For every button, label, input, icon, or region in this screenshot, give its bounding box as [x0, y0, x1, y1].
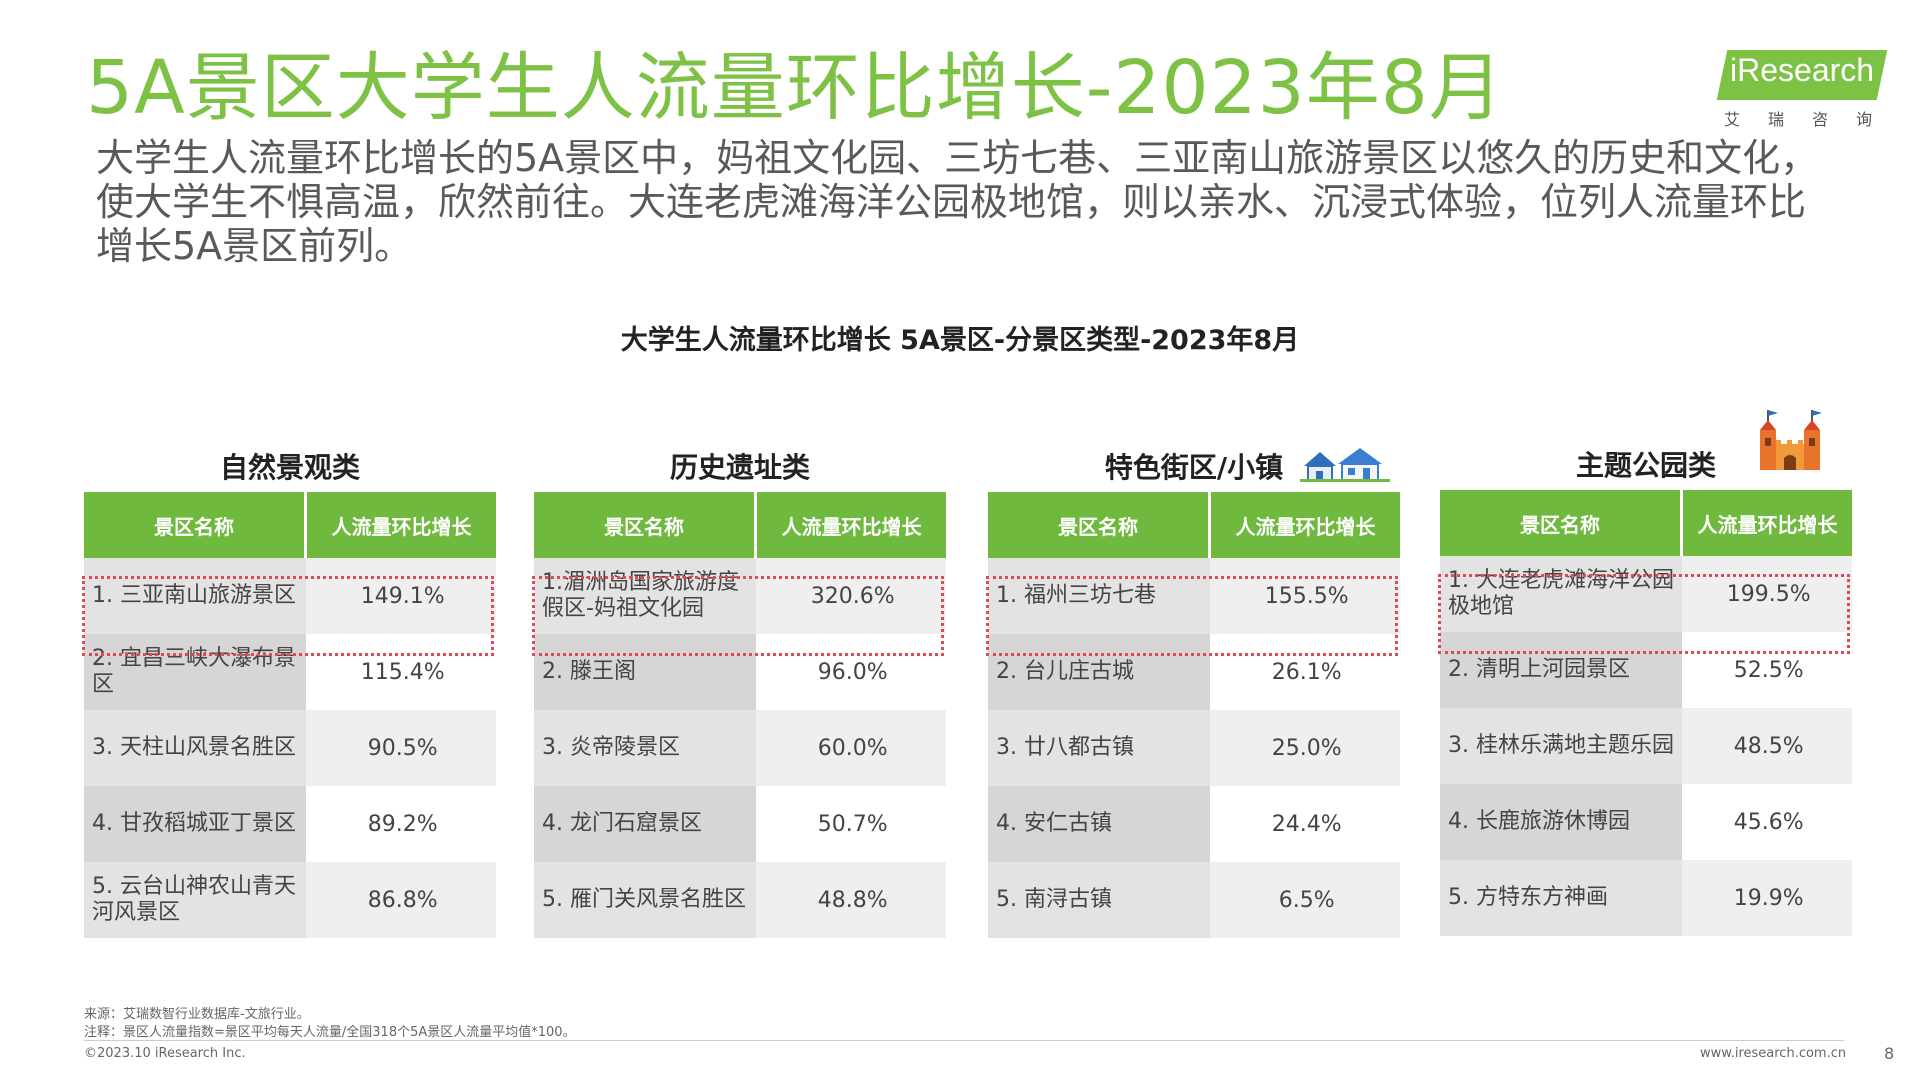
- table-row: 2. 台儿庄古城 26.1%: [988, 634, 1400, 710]
- col-header-name: 景区名称: [84, 492, 307, 558]
- row-value: 6.5%: [1209, 862, 1400, 938]
- copyright: ©2023.10 iResearch Inc.: [84, 1046, 246, 1061]
- row-value: 96.0%: [755, 634, 946, 710]
- table-row: 1.湄洲岛国家旅游度假区-妈祖文化园 320.6%: [534, 558, 946, 634]
- table-row: 4. 甘孜稻城亚丁景区 89.2%: [84, 786, 496, 862]
- col-header-name: 景区名称: [534, 492, 757, 558]
- col-header-growth: 人流量环比增长: [1681, 490, 1852, 556]
- row-name: 1. 三亚南山旅游景区: [84, 558, 306, 634]
- lead-paragraph: 大学生人流量环比增长的5A景区中，妈祖文化园、三坊七巷、三亚南山旅游景区以悠久的…: [96, 136, 1819, 268]
- footer-notes: 来源：艾瑞数智行业数据库-文旅行业。 注释：景区人流量指数=景区平均每天人流量/…: [84, 1006, 576, 1042]
- row-name: 4. 长鹿旅游休博园: [1440, 784, 1682, 860]
- table-row: 5. 云台山神农山青天河风景区 86.8%: [84, 862, 496, 938]
- row-name: 4. 甘孜稻城亚丁景区: [84, 786, 306, 862]
- row-name: 1.湄洲岛国家旅游度假区-妈祖文化园: [534, 558, 756, 634]
- col-header-growth: 人流量环比增长: [305, 492, 496, 558]
- ranking-table: 景区名称 人流量环比增长 1. 大连老虎滩海洋公园极地馆 199.5% 2. 清明…: [1440, 490, 1852, 936]
- col-header-name: 景区名称: [1440, 490, 1683, 556]
- row-value: 86.8%: [305, 862, 496, 938]
- formula-note: 注释：景区人流量指数=景区平均每天人流量/全国318个5A景区人流量平均值*10…: [84, 1025, 576, 1040]
- col-header-name: 景区名称: [988, 492, 1211, 558]
- row-name: 3. 桂林乐满地主题乐园: [1440, 708, 1682, 784]
- table-row: 4. 长鹿旅游休博园 45.6%: [1440, 784, 1852, 860]
- page-title: 5A景区大学生人流量环比增长-2023年8月: [86, 45, 1504, 131]
- row-name: 3. 炎帝陵景区: [534, 710, 756, 786]
- row-value: 52.5%: [1681, 632, 1852, 708]
- panel-title: 自然景观类: [219, 451, 360, 484]
- iresearch-logo: iResearch 艾瑞咨询: [1716, 44, 1901, 134]
- panel-title: 历史遗址类: [669, 451, 810, 484]
- ranking-table: 景区名称 人流量环比增长 1. 三亚南山旅游景区 149.1% 2. 宜昌三峡大瀑…: [84, 492, 496, 938]
- row-value: 45.6%: [1681, 784, 1852, 860]
- col-header-growth: 人流量环比增长: [755, 492, 946, 558]
- row-value: 24.4%: [1209, 786, 1400, 862]
- row-name: 2. 宜昌三峡大瀑布景区: [84, 634, 306, 710]
- table-row: 1. 大连老虎滩海洋公园极地馆 199.5%: [1440, 556, 1852, 632]
- logo-text: iResearch: [1730, 52, 1875, 88]
- row-name: 3. 廿八都古镇: [988, 710, 1210, 786]
- table-row: 5. 雁门关风景名胜区 48.8%: [534, 862, 946, 938]
- row-value: 60.0%: [755, 710, 946, 786]
- table-row: 5. 南浔古镇 6.5%: [988, 862, 1400, 938]
- footer-divider: [84, 1040, 1844, 1041]
- castle-icon: [1760, 410, 1822, 470]
- table-row: 4. 龙门石窟景区 50.7%: [534, 786, 946, 862]
- ranking-table: 景区名称 人流量环比增长 1.湄洲岛国家旅游度假区-妈祖文化园 320.6% 2.…: [534, 492, 946, 938]
- panel-historical-sites: 历史遗址类 景区名称 人流量环比增长 1.湄洲岛国家旅游度假区-妈祖文化园 320…: [532, 432, 946, 938]
- row-name: 1. 大连老虎滩海洋公园极地馆: [1440, 556, 1682, 632]
- row-value: 26.1%: [1209, 634, 1400, 710]
- table-subtitle: 大学生人流量环比增长 5A景区-分景区类型-2023年8月: [620, 325, 1300, 356]
- row-value: 48.5%: [1681, 708, 1852, 784]
- panel-title: 主题公园类: [1575, 449, 1716, 482]
- row-name: 5. 方特东方神画: [1440, 860, 1682, 936]
- row-value: 199.5%: [1681, 556, 1852, 632]
- table-row: 3. 桂林乐满地主题乐园 48.5%: [1440, 708, 1852, 784]
- row-name: 4. 安仁古镇: [988, 786, 1210, 862]
- table-row: 4. 安仁古镇 24.4%: [988, 786, 1400, 862]
- row-value: 90.5%: [305, 710, 496, 786]
- logo-cn-text: 艾瑞咨询: [1724, 110, 1901, 129]
- row-value: 89.2%: [305, 786, 496, 862]
- page-number: 8: [1884, 1044, 1895, 1063]
- row-name: 2. 滕王阁: [534, 634, 756, 710]
- row-value: 50.7%: [755, 786, 946, 862]
- row-name: 5. 云台山神农山青天河风景区: [84, 862, 306, 938]
- table-row: 5. 方特东方神画 19.9%: [1440, 860, 1852, 936]
- panel-theme-parks: 主题公园类 景区名称 人流量环比增长 1. 大连老虎滩海洋公园极地馆 199.5%: [1438, 410, 1852, 936]
- row-name: 3. 天柱山风景名胜区: [84, 710, 306, 786]
- table-row: 3. 廿八都古镇 25.0%: [988, 710, 1400, 786]
- row-value: 155.5%: [1209, 558, 1400, 634]
- row-name: 5. 南浔古镇: [988, 862, 1210, 938]
- row-name: 1. 福州三坊七巷: [988, 558, 1210, 634]
- table-row: 1. 福州三坊七巷 155.5%: [988, 558, 1400, 634]
- row-value: 48.8%: [755, 862, 946, 938]
- row-name: 5. 雁门关风景名胜区: [534, 862, 756, 938]
- col-header-growth: 人流量环比增长: [1209, 492, 1400, 558]
- houses-icon: [1300, 448, 1390, 482]
- table-row: 3. 炎帝陵景区 60.0%: [534, 710, 946, 786]
- table-row: 2. 宜昌三峡大瀑布景区 115.4%: [84, 634, 496, 710]
- panel-title: 特色街区/小镇: [1104, 451, 1284, 484]
- table-row: 3. 天柱山风景名胜区 90.5%: [84, 710, 496, 786]
- row-name: 2. 台儿庄古城: [988, 634, 1210, 710]
- row-value: 115.4%: [305, 634, 496, 710]
- row-name: 4. 龙门石窟景区: [534, 786, 756, 862]
- source-note: 来源：艾瑞数智行业数据库-文旅行业。: [84, 1007, 310, 1022]
- table-row: 2. 清明上河园景区 52.5%: [1440, 632, 1852, 708]
- panel-natural-scenery: 自然景观类 景区名称 人流量环比增长 1. 三亚南山旅游景区 149.1% 2. …: [82, 432, 496, 938]
- site-url: www.iresearch.com.cn: [1700, 1046, 1847, 1061]
- row-value: 25.0%: [1209, 710, 1400, 786]
- table-row: 1. 三亚南山旅游景区 149.1%: [84, 558, 496, 634]
- table-row: 2. 滕王阁 96.0%: [534, 634, 946, 710]
- ranking-table: 景区名称 人流量环比增长 1. 福州三坊七巷 155.5% 2. 台儿庄古城 26.…: [988, 492, 1400, 938]
- panel-featured-towns: 特色街区/小镇 景区名称 人流量环比增长 1. 福州三坊七巷 155.5% 2. …: [986, 432, 1400, 938]
- row-name: 2. 清明上河园景区: [1440, 632, 1682, 708]
- row-value: 320.6%: [755, 558, 946, 634]
- row-value: 149.1%: [305, 558, 496, 634]
- row-value: 19.9%: [1681, 860, 1852, 936]
